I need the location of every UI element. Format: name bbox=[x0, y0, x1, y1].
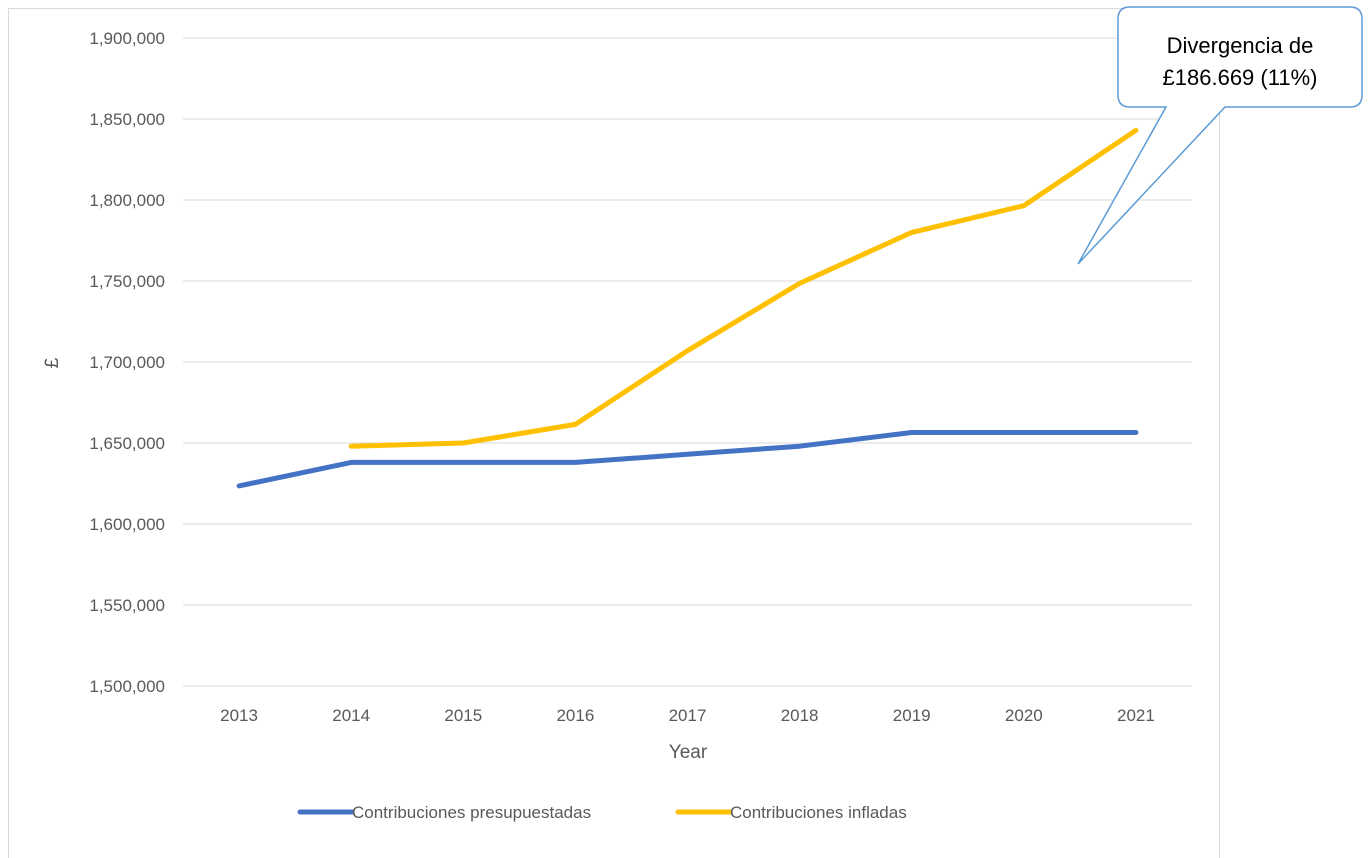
y-tick-label: 1,800,000 bbox=[89, 191, 165, 210]
y-tick-label: 1,600,000 bbox=[89, 515, 165, 534]
y-axis-title: £ bbox=[42, 357, 63, 368]
x-axis-ticks: 2013 2014 2015 2016 2017 2018 2019 2020 2021 bbox=[220, 706, 1155, 725]
x-tick-label: 2013 bbox=[220, 706, 258, 725]
series-line-0 bbox=[236, 430, 1139, 489]
x-tick-label: 2020 bbox=[1005, 706, 1043, 725]
x-tick-label: 2018 bbox=[781, 706, 819, 725]
y-tick-label: 1,850,000 bbox=[89, 110, 165, 129]
legend-label-presupuestadas: Contribuciones presupuestadas bbox=[352, 803, 591, 822]
series-lines bbox=[236, 127, 1139, 489]
callout-bubble bbox=[1077, 6, 1363, 265]
callout-line-2: £186.669 (11%) bbox=[1163, 65, 1318, 90]
y-tick-label: 1,550,000 bbox=[89, 596, 165, 615]
divergence-callout: Divergencia de £186.669 (11%) bbox=[1077, 6, 1363, 265]
x-tick-label: 2021 bbox=[1117, 706, 1155, 725]
x-tick-label: 2017 bbox=[669, 706, 707, 725]
x-tick-label: 2014 bbox=[332, 706, 370, 725]
x-tick-label: 2019 bbox=[893, 706, 931, 725]
y-tick-label: 1,700,000 bbox=[89, 353, 165, 372]
y-tick-label: 1,500,000 bbox=[89, 677, 165, 696]
callout-line-1: Divergencia de bbox=[1167, 33, 1314, 58]
x-tick-label: 2015 bbox=[444, 706, 482, 725]
x-tick-label: 2016 bbox=[556, 706, 594, 725]
y-axis-ticks: 1,500,000 1,550,000 1,600,000 1,650,000 1,70… bbox=[89, 29, 165, 696]
x-axis-title: Year bbox=[669, 742, 708, 763]
series-line-1 bbox=[348, 127, 1139, 449]
y-tick-label: 1,750,000 bbox=[89, 272, 165, 291]
legend: Contribuciones presupuestadas Contribuci… bbox=[297, 803, 907, 822]
y-tick-label: 1,900,000 bbox=[89, 29, 165, 48]
gridlines bbox=[183, 37, 1192, 687]
legend-label-infladas: Contribuciones infladas bbox=[730, 803, 907, 822]
y-tick-label: 1,650,000 bbox=[89, 434, 165, 453]
